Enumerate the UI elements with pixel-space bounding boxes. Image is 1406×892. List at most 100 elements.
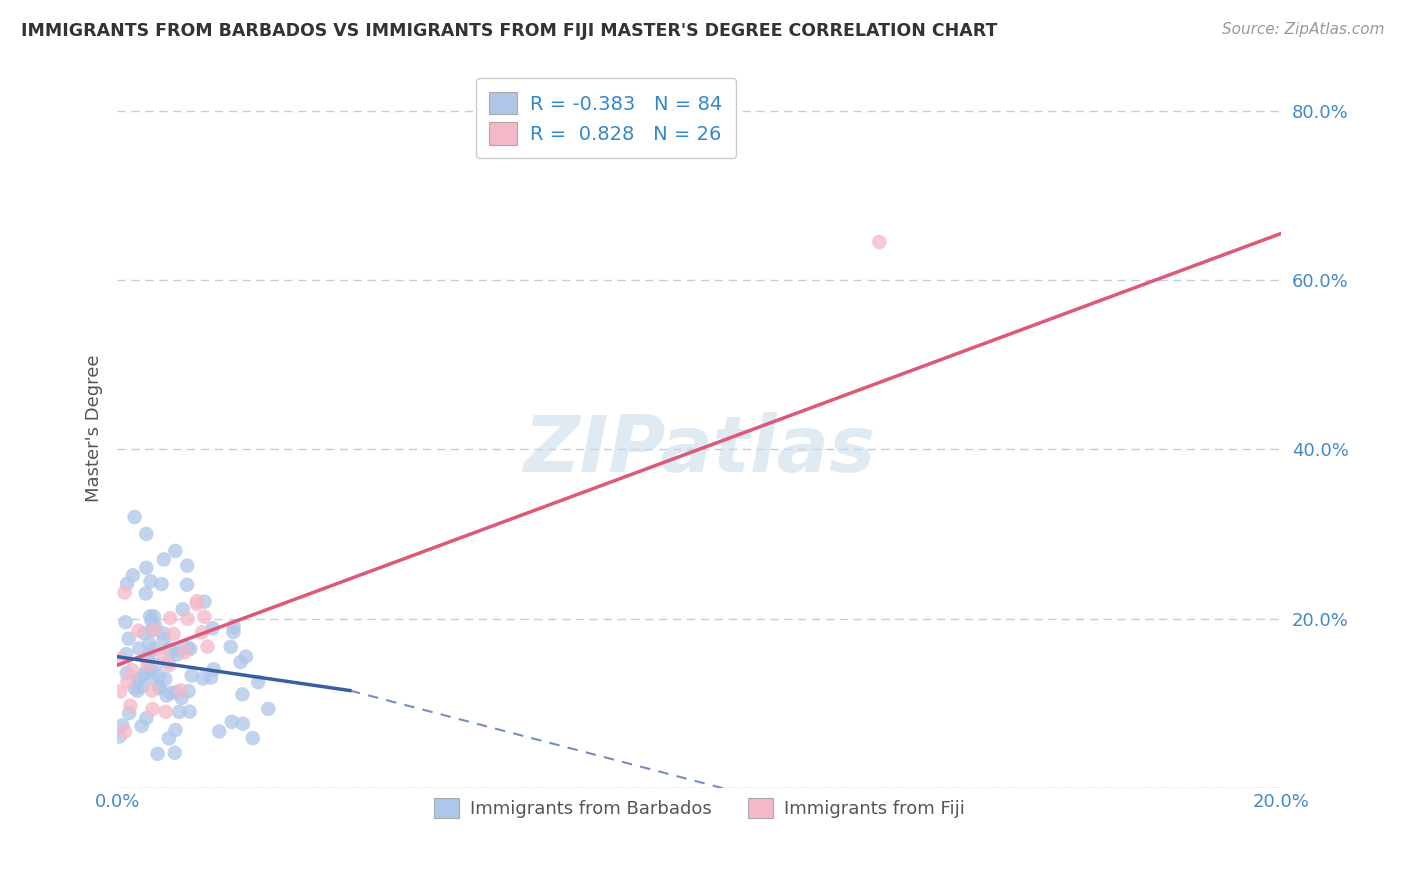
Point [108,730,131,744]
Point [231,687,253,701]
Point [134,666,156,681]
Point [148,681,170,696]
Point [148,669,170,683]
Point [247,675,270,690]
Point [135,527,157,541]
Point [242,731,264,745]
Point [127,673,149,687]
Point [152,552,174,566]
Point [143,623,166,637]
Point [868,235,890,249]
Text: Source: ZipAtlas.com: Source: ZipAtlas.com [1222,22,1385,37]
Point [142,609,165,624]
Point [166,647,188,661]
Point [157,731,180,746]
Point [135,586,157,600]
Point [135,561,157,575]
Point [191,672,214,686]
Point [159,611,181,625]
Point [153,626,176,640]
Point [131,680,153,694]
Point [176,640,198,655]
Point [208,724,231,739]
Point [138,648,160,662]
Legend: Immigrants from Barbados, Immigrants from Fiji: Immigrants from Barbados, Immigrants fro… [426,790,972,826]
Point [174,645,197,659]
Point [146,747,169,761]
Point [127,673,149,687]
Point [141,623,163,637]
Point [232,716,254,731]
Point [229,655,252,669]
Point [157,658,180,673]
Point [162,627,184,641]
Point [157,655,180,669]
Point [155,705,177,719]
Point [166,642,188,657]
Point [141,671,163,685]
Point [141,683,163,698]
Point [163,746,186,760]
Point [222,625,245,640]
Point [160,686,183,700]
Point [219,640,242,654]
Point [150,577,173,591]
Point [115,577,138,591]
Point [117,674,139,689]
Point [134,626,156,640]
Point [176,612,198,626]
Point [131,719,153,733]
Point [127,624,149,638]
Point [141,614,163,628]
Point [165,723,187,737]
Point [143,642,166,657]
Point [152,647,174,661]
Point [111,718,134,732]
Point [197,640,219,654]
Point [114,615,136,630]
Point [221,714,243,729]
Point [114,724,136,739]
Point [145,658,167,673]
Point [128,641,150,656]
Point [201,621,224,635]
Point [124,510,146,524]
Point [114,585,136,599]
Point [177,684,200,698]
Point [193,609,215,624]
Point [257,702,280,716]
Point [143,619,166,633]
Point [118,632,141,646]
Point [235,649,257,664]
Point [138,636,160,650]
Point [165,544,187,558]
Point [170,691,193,706]
Point [121,663,143,677]
Text: IMMIGRANTS FROM BARBADOS VS IMMIGRANTS FROM FIJI MASTER'S DEGREE CORRELATION CHA: IMMIGRANTS FROM BARBADOS VS IMMIGRANTS F… [21,22,997,40]
Point [200,671,222,685]
Point [176,558,198,573]
Point [122,568,145,582]
Point [170,683,193,698]
Point [120,698,142,713]
Point [118,706,141,720]
Point [152,632,174,646]
Point [222,620,245,634]
Point [139,609,162,624]
Point [135,666,157,681]
Point [155,672,177,686]
Point [179,705,201,719]
Point [139,574,162,589]
Point [191,625,214,640]
Y-axis label: Master's Degree: Master's Degree [86,354,103,502]
Point [127,684,149,698]
Point [167,705,190,719]
Point [108,684,131,698]
Point [186,594,208,608]
Point [142,702,165,716]
Point [136,652,159,666]
Point [159,641,181,656]
Point [136,657,159,672]
Point [148,681,170,695]
Point [108,652,131,666]
